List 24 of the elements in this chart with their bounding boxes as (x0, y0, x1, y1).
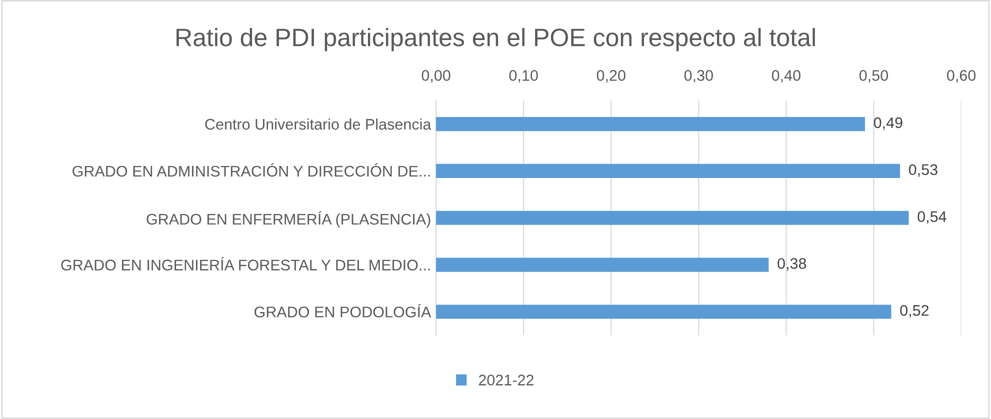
x-tick-label: 0,60 (947, 70, 976, 83)
data-label: 0,49 (874, 117, 902, 130)
x-tick-label: 0,00 (422, 70, 450, 83)
y-tick-label: Centro Universitario de Plasencia (205, 118, 432, 130)
x-tick-label: 0,20 (596, 70, 626, 83)
data-label: 0,38 (778, 258, 806, 271)
y-tick-label: GRADO EN INGENIERÍA FORESTAL Y DEL MEDIO... (61, 257, 430, 270)
bar (436, 116, 865, 132)
x-tick-label: 0,50 (859, 70, 888, 83)
bar (436, 258, 769, 272)
y-tick-label: GRADO EN ADMINISTRACIÓN Y DIRECCIÓN DE... (72, 163, 430, 177)
data-label: 0,54 (918, 211, 946, 224)
x-tick-label: 0,30 (684, 70, 713, 83)
y-tick-label: GRADO EN PODOLOGÍA (254, 304, 432, 318)
x-tick-label: 0,10 (509, 70, 538, 83)
bar (436, 304, 892, 319)
legend-label: 2021-22 (478, 374, 534, 386)
chart-title: Ratio de PDI participantes en el POE con respecto al total (176, 28, 815, 52)
data-label: 0,52 (900, 305, 929, 318)
data-label: 0,53 (908, 164, 938, 177)
y-tick-label: GRADO EN ENFERMERÍA (PLASENCIA) (146, 211, 430, 228)
bar (436, 210, 909, 225)
bar (436, 164, 900, 178)
x-tick-label: 0,40 (772, 70, 800, 83)
